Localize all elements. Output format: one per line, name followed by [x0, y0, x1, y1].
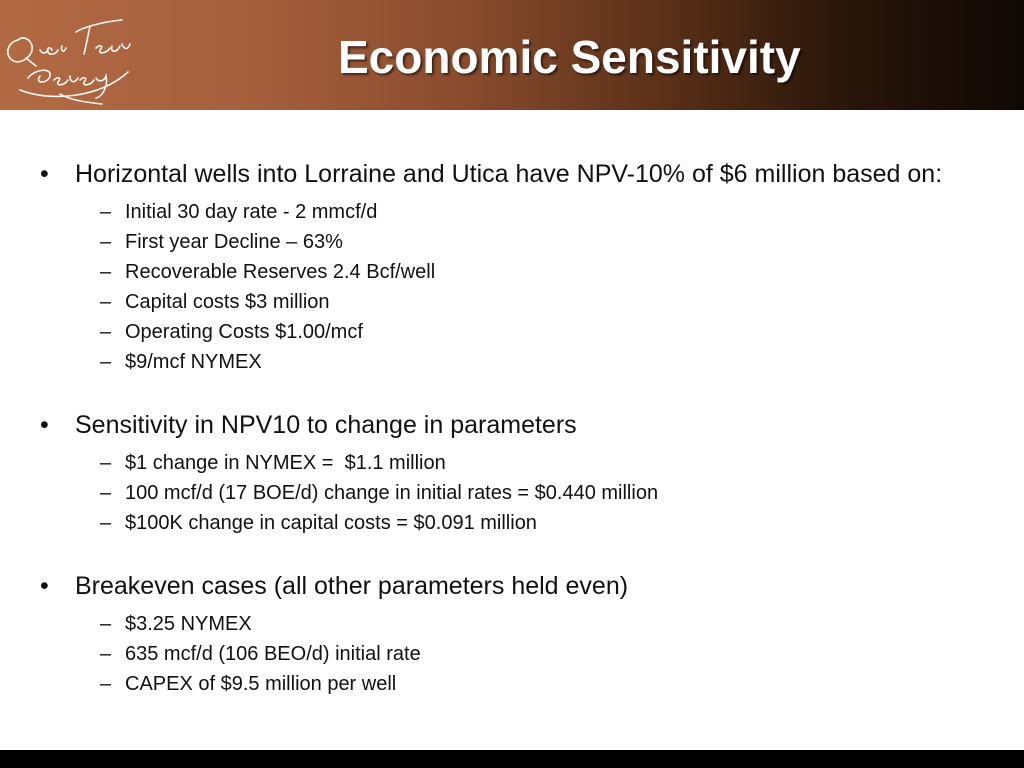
company-logo [0, 10, 140, 105]
sub-item: – First year Decline – 63% [100, 227, 1020, 257]
dash-icon: – [100, 351, 112, 373]
title-banner: Economic Sensitivity [0, 0, 1024, 110]
sub-item-text: $3.25 NYMEX [125, 613, 252, 635]
dash-icon: – [100, 673, 112, 695]
sub-item-text: Capital costs $3 million [125, 291, 330, 313]
sub-item: – Capital costs $3 million [100, 287, 1020, 317]
dash-icon: – [100, 231, 112, 253]
sub-item: – Operating Costs $1.00/mcf [100, 317, 1020, 347]
bullet-group-npv: • Horizontal wells into Lorraine and Uti… [40, 160, 1020, 377]
sub-list: – Initial 30 day rate - 2 mmcf/d – First y… [40, 197, 1020, 377]
dash-icon: – [100, 291, 112, 313]
sub-list: – $3.25 NYMEX –635 mcf/d (106 BEO/d) init… [40, 609, 1020, 699]
dash-icon: – [100, 321, 112, 343]
dash-icon: – [100, 201, 112, 223]
dash-icon: – [100, 261, 112, 283]
sub-item-text: $1 change in NYMEX = $1.1 million [125, 452, 446, 474]
sub-item: – $100K change in capital costs = $0.091 … [100, 508, 1020, 538]
sub-item-text: 100 mcf/d (17 BOE/d) change in initial r… [125, 482, 659, 504]
sub-item-text: 635 mcf/d (106 BEO/d) initial rate [125, 643, 421, 665]
sub-item: – Initial 30 day rate - 2 mmcf/d [100, 197, 1020, 227]
dash-icon: – [100, 482, 112, 504]
sub-item-text: Initial 30 day rate - 2 mmcf/d [125, 201, 378, 223]
logo-script-icon [6, 19, 131, 105]
sub-item-text: Operating Costs $1.00/mcf [125, 321, 363, 343]
bullet-item: • Horizontal wells into Lorraine and Uti… [40, 160, 1020, 189]
dash-icon: – [100, 613, 112, 635]
sub-item: – Recoverable Reserves 2.4 Bcf/well [100, 257, 1020, 287]
sub-item: – $1 change in NYMEX = $1.1 million [100, 448, 1020, 478]
sub-item-text: $9/mcf NYMEX [125, 351, 262, 373]
dash-icon: – [100, 452, 112, 474]
bullet-group-sensitivity: • Sensitivity in NPV10 to change in para… [40, 411, 1020, 538]
bullet-dot-icon: • [40, 572, 49, 600]
sub-item-text: First year Decline – 63% [125, 231, 343, 253]
bullet-text: Horizontal wells into Lorraine and Utica… [75, 160, 943, 188]
dash-icon: – [100, 643, 112, 665]
bullet-item: • Sensitivity in NPV10 to change in para… [40, 411, 1020, 440]
bullet-text: Breakeven cases (all other parameters he… [75, 572, 629, 600]
sub-item-text: Recoverable Reserves 2.4 Bcf/well [125, 261, 436, 283]
bullet-dot-icon: • [40, 411, 49, 439]
bullet-item: • Breakeven cases (all other parameters … [40, 572, 1020, 601]
sub-item: – $9/mcf NYMEX [100, 347, 1020, 377]
bullet-dot-icon: • [40, 160, 49, 188]
bullet-text: Sensitivity in NPV10 to change in parame… [75, 411, 577, 439]
footer-bar [0, 750, 1024, 768]
sub-item: – $3.25 NYMEX [100, 609, 1020, 639]
slide-title: Economic Sensitivity [338, 31, 801, 83]
dash-icon: – [100, 512, 112, 534]
sub-item: –635 mcf/d (106 BEO/d) initial rate [100, 639, 1020, 669]
sub-item: –100 mcf/d (17 BOE/d) change in initial … [100, 478, 1020, 508]
bullet-group-breakeven: • Breakeven cases (all other parameters … [40, 572, 1020, 699]
sub-item-text: CAPEX of $9.5 million per well [125, 673, 397, 695]
slide-content: • Horizontal wells into Lorraine and Uti… [40, 160, 1020, 733]
sub-item: – CAPEX of $9.5 million per well [100, 669, 1020, 699]
sub-list: – $1 change in NYMEX = $1.1 million –100 … [40, 448, 1020, 538]
sub-item-text: $100K change in capital costs = $0.091 m… [125, 512, 537, 534]
